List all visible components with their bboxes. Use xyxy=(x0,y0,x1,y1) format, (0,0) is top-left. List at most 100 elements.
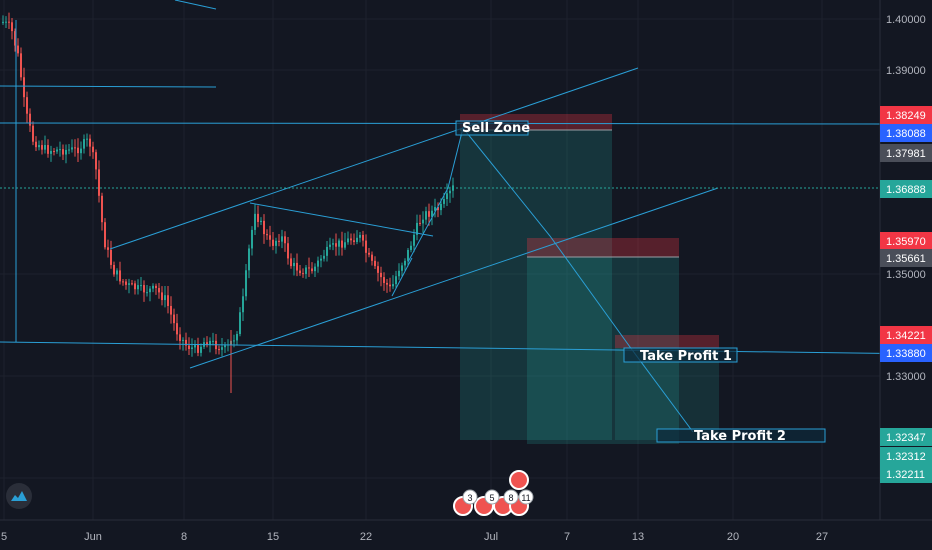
candle xyxy=(203,337,205,349)
candle xyxy=(320,254,322,268)
event-badge[interactable]: 8 xyxy=(503,489,519,505)
candle xyxy=(212,332,214,346)
candle xyxy=(296,253,298,277)
candle xyxy=(92,141,94,159)
candle xyxy=(134,280,136,295)
zone-3-risk xyxy=(615,335,719,348)
price-tag: 1.32211 xyxy=(880,465,932,483)
candle xyxy=(344,232,346,250)
x-tick-label: Jul xyxy=(484,531,498,543)
time-axis[interactable]: 5 Jun 8 15 22 Jul 7 13 20 27 xyxy=(1,531,828,543)
candle xyxy=(161,286,163,306)
candle xyxy=(353,233,355,246)
zone-3-reward xyxy=(615,348,719,440)
candle xyxy=(293,257,295,276)
take-profit-1-text: Take Profit 1 xyxy=(640,349,732,364)
x-tick-label: 20 xyxy=(727,531,739,543)
candle xyxy=(20,47,22,81)
candle xyxy=(158,283,160,299)
candle xyxy=(137,279,139,295)
candle xyxy=(146,285,148,297)
candle xyxy=(305,265,307,279)
x-tick-label: 7 xyxy=(564,531,570,543)
event-flag-top[interactable] xyxy=(509,470,529,490)
candle xyxy=(278,233,280,247)
price-tag: 1.33880 xyxy=(880,344,932,362)
event-badge[interactable]: 3 xyxy=(462,489,478,505)
candle xyxy=(224,342,226,354)
svg-text:3: 3 xyxy=(467,493,472,503)
candle xyxy=(389,277,391,292)
trade-zones xyxy=(460,114,719,444)
candle xyxy=(131,279,133,286)
candle xyxy=(101,192,103,231)
candle xyxy=(152,283,154,293)
candle xyxy=(341,231,343,256)
svg-text:1.34221: 1.34221 xyxy=(886,330,926,342)
price-tag: 1.38249 xyxy=(880,106,932,124)
svg-text:1.38249: 1.38249 xyxy=(886,110,926,122)
candle xyxy=(41,140,43,155)
candle xyxy=(206,336,208,348)
candle xyxy=(368,248,370,258)
candle xyxy=(23,67,25,107)
candle xyxy=(428,203,430,226)
candle xyxy=(95,149,97,180)
candle xyxy=(194,340,196,354)
candle xyxy=(143,280,145,302)
candle xyxy=(308,257,310,277)
candle xyxy=(17,38,19,57)
candle xyxy=(323,249,325,262)
candle xyxy=(155,283,157,295)
candle xyxy=(56,146,58,154)
price-tag: 1.35661 xyxy=(880,249,932,267)
y-tick-label: 1.35000 xyxy=(886,269,926,281)
sell-zone-label[interactable]: Sell Zone xyxy=(455,120,530,136)
x-tick-label: 27 xyxy=(816,531,828,543)
candle xyxy=(377,261,379,282)
price-tag: 1.35970 xyxy=(880,232,932,250)
take-profit-1-label[interactable]: Take Profit 1 xyxy=(623,347,738,364)
price-tags: 1.38249 1.38088 1.37981 1.36888 1.35970 1.356… xyxy=(880,106,932,483)
candle xyxy=(446,183,448,207)
candle xyxy=(32,121,34,146)
candle xyxy=(338,238,340,256)
candle xyxy=(290,253,292,269)
price-tag: 1.32347 xyxy=(880,428,932,446)
candle xyxy=(53,147,55,156)
candle xyxy=(260,217,262,226)
candle xyxy=(116,268,118,281)
candle xyxy=(239,307,241,337)
candle xyxy=(302,268,304,278)
event-markers[interactable]: 3 5 8 11 xyxy=(453,470,534,516)
take-profit-2-label[interactable]: Take Profit 2 xyxy=(656,428,826,444)
candle xyxy=(356,230,358,245)
candle xyxy=(392,275,394,290)
candle xyxy=(191,338,193,357)
candle xyxy=(26,91,28,124)
tradingview-logo[interactable] xyxy=(6,483,32,509)
candle xyxy=(47,139,49,158)
candle xyxy=(386,278,388,293)
candle xyxy=(332,238,334,251)
svg-text:1.35661: 1.35661 xyxy=(886,253,926,265)
event-badge[interactable]: 11 xyxy=(518,489,534,505)
svg-text:1.32211: 1.32211 xyxy=(886,469,925,481)
candle xyxy=(125,278,127,290)
candle xyxy=(221,338,223,357)
price-tag: 1.32312 xyxy=(880,447,932,465)
candle xyxy=(329,237,331,250)
candle xyxy=(410,241,412,253)
candle xyxy=(104,218,106,250)
svg-text:8: 8 xyxy=(508,493,513,503)
candle xyxy=(437,202,439,218)
candle xyxy=(200,343,202,357)
candle xyxy=(170,296,172,324)
candle xyxy=(2,15,4,25)
candle xyxy=(65,144,67,164)
event-badge[interactable]: 5 xyxy=(484,489,500,505)
annotations[interactable]: Sell Zone Take Profit 1 Take Profit 2 xyxy=(455,120,826,444)
candle xyxy=(365,234,367,263)
sell-zone-reward xyxy=(460,130,612,440)
